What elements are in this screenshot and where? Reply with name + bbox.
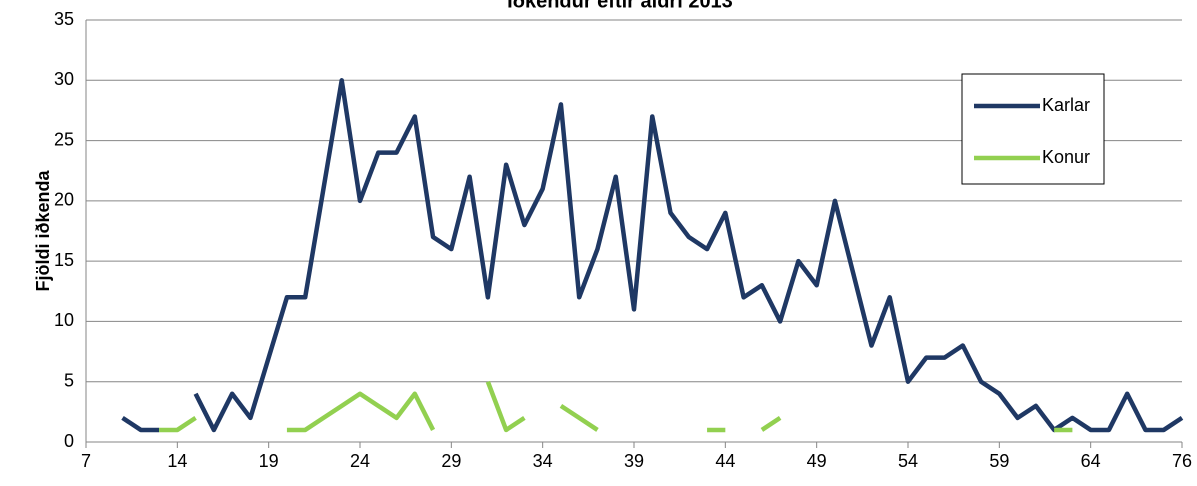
line-series <box>121 78 1184 433</box>
chart-title: Iðkendur eftir aldri 2013 <box>507 0 733 12</box>
legend-box <box>961 73 1105 185</box>
y-tick-label: 35 <box>54 9 74 29</box>
x-tick-label: 54 <box>898 451 918 471</box>
x-tick-label: 19 <box>259 451 279 471</box>
x-tick-label: 29 <box>441 451 461 471</box>
y-tick-label: 30 <box>54 69 74 89</box>
x-tick-label: 64 <box>1081 451 1101 471</box>
x-tick-label: 39 <box>624 451 644 471</box>
x-tick-label: 49 <box>807 451 827 471</box>
x-tick-label: 76 <box>1172 451 1192 471</box>
x-tick-label: 24 <box>350 451 370 471</box>
y-tick-label: 20 <box>54 190 74 210</box>
y-tick-label: 5 <box>64 370 74 390</box>
x-tick-label: 34 <box>533 451 553 471</box>
y-tick-label: 0 <box>64 431 74 451</box>
y-tick-label: 25 <box>54 129 74 149</box>
legend-label: Karlar <box>1042 95 1090 115</box>
x-tick-label: 7 <box>81 451 91 471</box>
y-tick-label: 10 <box>54 310 74 330</box>
legend-label: Konur <box>1042 147 1090 167</box>
x-tick-label: 59 <box>989 451 1009 471</box>
y-tick-label: 15 <box>54 250 74 270</box>
x-tick-label: 14 <box>167 451 187 471</box>
x-tick-label: 44 <box>715 451 735 471</box>
line-series <box>159 380 1073 433</box>
y-axis-title: Fjöldi iðkenda <box>33 170 53 292</box>
